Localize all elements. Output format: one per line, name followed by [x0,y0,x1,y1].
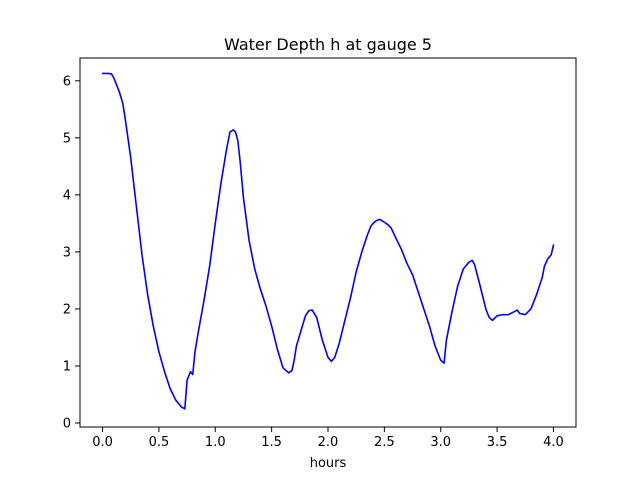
y-tick-label: 4 [63,188,71,203]
y-tick-label: 6 [63,74,71,89]
y-tick-label: 0 [63,417,71,432]
x-tick-label: 1.5 [261,435,282,450]
x-tick-label: 0.0 [92,435,113,450]
x-tick-label: 0.5 [149,435,170,450]
series-line-1 [101,72,555,410]
x-tick-label: 1.0 [205,435,226,450]
y-axis: 0 1 2 3 4 5 6 [63,74,80,432]
x-tick-label: 2.5 [374,435,395,450]
y-tick-label: 5 [63,131,71,146]
chart-title: Water Depth h at gauge 5 [224,35,432,54]
x-tick-label: 2.0 [318,435,339,450]
y-tick-label: 3 [63,245,71,260]
x-axis: 0.0 0.5 1.0 1.5 2.0 2.5 3.0 3.5 4.0 [92,427,564,450]
x-axis-label: hours [310,456,347,471]
y-tick-label: 2 [63,302,71,317]
x-tick-label: 3.0 [430,435,451,450]
x-tick-label: 3.5 [487,435,508,450]
x-tick-label: 4.0 [543,435,564,450]
y-tick-label: 1 [63,359,71,374]
